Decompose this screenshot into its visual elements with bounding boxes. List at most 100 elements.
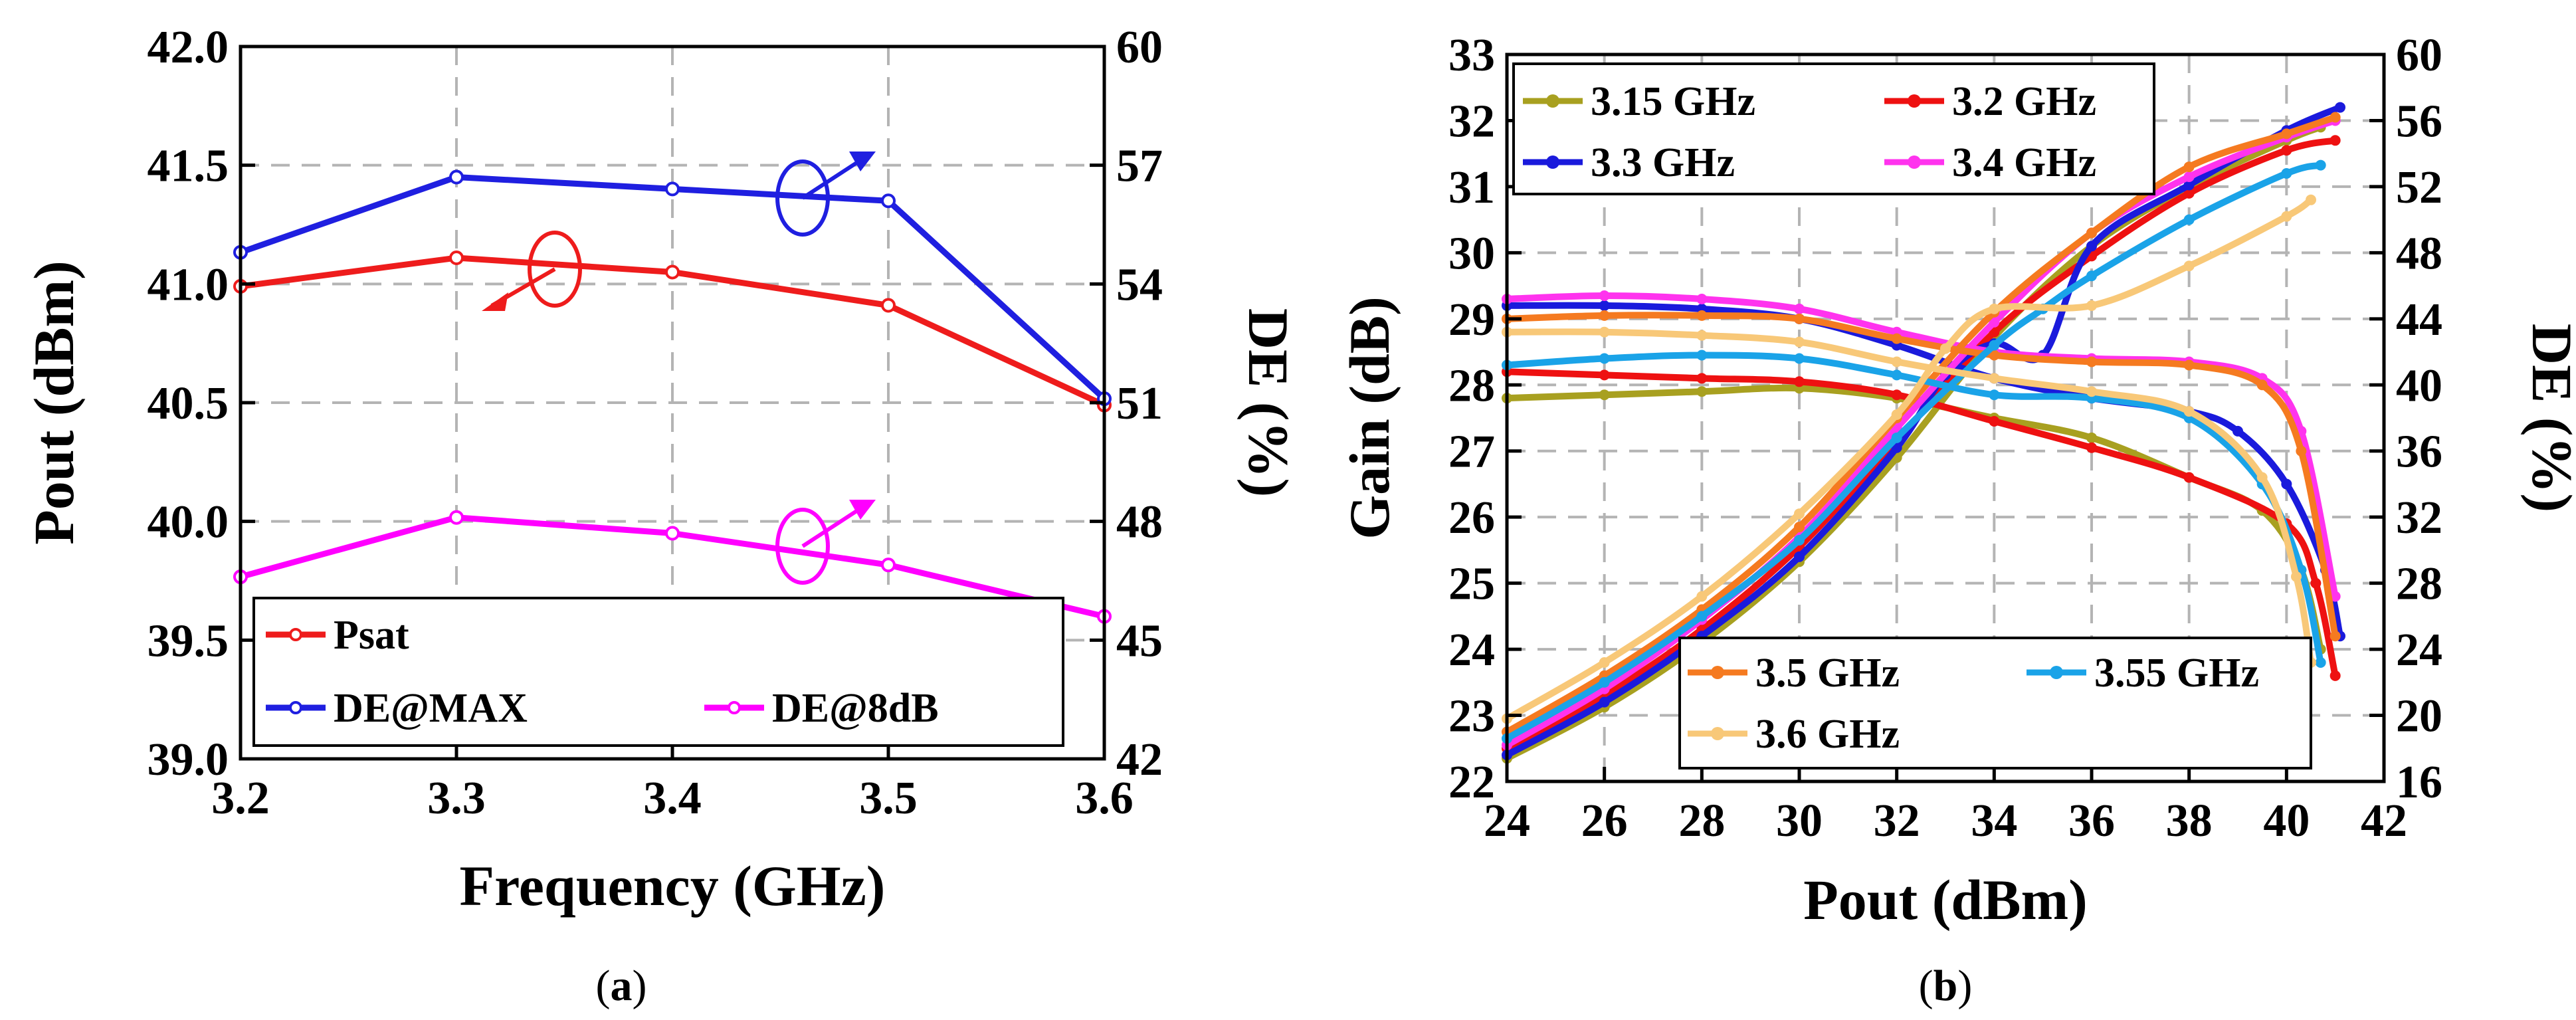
panel-b-legend-label: 3.3 GHz — [1591, 140, 1735, 185]
panel-b-data-point — [2183, 472, 2195, 483]
panel-b-legend-marker — [2050, 666, 2063, 679]
panel-b-data-point — [1891, 356, 1902, 367]
panel-b-data-point — [2335, 102, 2345, 113]
panel-a-y2-tick-label: 54 — [1116, 259, 1163, 310]
panel-b-data-point — [1794, 336, 1805, 348]
panel-b-data-point — [1599, 696, 1610, 708]
panel-b-data-point — [2315, 159, 2326, 171]
panel-a-y2-tick-label: 48 — [1116, 497, 1163, 548]
panel-b-legend-label: 3.15 GHz — [1591, 79, 1755, 124]
panel-b-data-point — [1696, 330, 1708, 341]
panel-b-data-point — [1696, 310, 1708, 321]
panel-b-legend-marker — [1908, 94, 1921, 108]
panel-a-y-tick-label: 42.0 — [148, 22, 229, 73]
panel-a-x-tick-label: 3.6 — [1075, 773, 1134, 824]
panel-b-y2-tick-label: 44 — [2396, 294, 2442, 346]
panel-b-y-tick-label: 32 — [1448, 96, 1495, 147]
panel-a-legend: Psat DE@MAX DE@8dB — [252, 597, 1064, 747]
panel-b-data-point — [2183, 260, 2195, 272]
panel-a-x-tick-label: 3.2 — [211, 773, 270, 824]
panel-b-data-point — [1794, 376, 1805, 387]
panel-a-caption: (a) — [596, 962, 647, 1010]
panel-b-data-point — [1891, 333, 1902, 344]
panel-a-data-point — [449, 510, 464, 525]
panel-a-y-axis-label: Pout (dBm) — [22, 260, 86, 545]
panel-b-data-point — [2281, 168, 2292, 179]
panel-b-data-point — [2329, 591, 2341, 602]
panel-b-data-point — [2086, 241, 2097, 252]
panel-b-legend-label: 3.4 GHz — [1952, 140, 2096, 185]
panel-a-de8db-axis-marker — [775, 500, 876, 585]
panel-b-data-point — [1891, 432, 1902, 443]
panel-b-data-point — [1989, 316, 2000, 328]
panel-b-data-point — [1989, 350, 2000, 361]
panel-b-data-point — [2281, 145, 2292, 156]
panel-a-data-point — [665, 526, 680, 541]
panel-a-data-point — [881, 558, 896, 573]
panel-b-y2-tick-label: 24 — [2396, 625, 2442, 676]
panel-b-data-point — [2232, 425, 2243, 437]
panel-b-legend-bottom: 3.5 GHz 3.55 GHz 3.6 GHz — [1678, 637, 2312, 769]
panel-b-data-point — [1794, 508, 1805, 520]
panel-a-y2-axis-label: DE (%) — [1237, 308, 1300, 497]
panel-a-y-tick-label: 41.5 — [148, 141, 229, 192]
panel-b-data-point — [2183, 187, 2195, 199]
panel-b-y-tick-label: 30 — [1448, 228, 1495, 279]
panel-a-y-tick-label: 40.5 — [148, 378, 229, 429]
panel-b-data-point — [1599, 389, 1610, 401]
panel-b-legend-marker — [1546, 155, 1559, 169]
panel-b-de-curve — [1504, 114, 2339, 736]
panel-b-x-tick-label: 24 — [1484, 795, 1530, 847]
panel-b-data-point — [2183, 214, 2195, 225]
panel-a: 3.2 3.3 3.4 3.5 3.6 39.0 39.5 40.0 40.5 41.0 41.5 4… — [22, 22, 1300, 1010]
panel-b-data-point — [1696, 293, 1708, 304]
panel-b-data-point — [2310, 577, 2322, 589]
panel-b-data-point — [2281, 211, 2292, 222]
panel-b-series — [1502, 102, 2345, 764]
panel-b-y2-tick-label: 52 — [2396, 162, 2442, 213]
panel-a-legend-label: Psat — [334, 613, 409, 658]
panel-b-data-point — [2086, 300, 2097, 311]
panel-b-data-point — [2183, 406, 2195, 417]
panel-b-data-point — [2086, 356, 2097, 367]
panel-b-data-point — [2183, 171, 2195, 182]
panel-b-data-point — [1891, 369, 1902, 381]
panel-b-x-tick-label: 32 — [1874, 795, 1920, 847]
panel-b-legend-marker — [1546, 94, 1559, 108]
panel-b-legend-top: 3.15 GHz 3.2 GHz 3.3 GHz 3.4 GHz — [1512, 62, 2155, 195]
panel-b-y-tick-label: 23 — [1448, 691, 1495, 742]
panel-a-ticks: 3.2 3.3 3.4 3.5 3.6 39.0 39.5 40.0 40.5 41.0 41.5 4… — [148, 22, 1163, 824]
panel-a-y-tick-label: 41.0 — [148, 259, 229, 310]
panel-b-data-point — [1989, 340, 2000, 351]
panel-b-data-point — [2086, 270, 2097, 282]
panel-b-y-tick-label: 22 — [1448, 757, 1495, 808]
panel-a-x-tick-label: 3.4 — [643, 773, 702, 824]
panel-b-data-point — [1599, 326, 1610, 338]
panel-a-demax-axis-marker — [775, 152, 876, 237]
panel-a-data-point — [449, 251, 464, 266]
panel-a-data-point — [665, 264, 680, 280]
panel-b-data-point — [2291, 571, 2302, 582]
panel-b-x-tick-label: 26 — [1581, 795, 1628, 847]
panel-b-data-point — [1696, 591, 1708, 602]
panel-b-y2-tick-label: 32 — [2396, 492, 2442, 544]
panel-a-y2-tick-label: 57 — [1116, 141, 1163, 192]
panel-a-legend-marker — [289, 628, 302, 641]
panel-b-legend-label: 3.5 GHz — [1755, 651, 1900, 696]
panel-b-data-point — [2329, 670, 2341, 681]
panel-b-y2-tick-label: 48 — [2396, 228, 2442, 279]
panel-a-legend-marker — [728, 701, 741, 714]
panel-b-data-point — [1696, 386, 1708, 397]
panel-b-data-point — [1989, 415, 2000, 427]
panel-a-legend-marker — [289, 701, 302, 714]
panel-b-de-curve — [1504, 117, 2339, 749]
panel-b-y2-tick-label: 60 — [2396, 30, 2442, 81]
panel-a-data-point — [881, 193, 896, 209]
panel-b-data-point — [1794, 303, 1805, 314]
panel-b-data-point — [1989, 389, 2000, 401]
panel-a-y2-tick-label: 45 — [1116, 615, 1163, 666]
panel-a-y-tick-label: 39.0 — [148, 734, 229, 785]
panel-b-legend-marker — [1711, 666, 1724, 679]
panel-b-data-point — [1891, 409, 1902, 421]
